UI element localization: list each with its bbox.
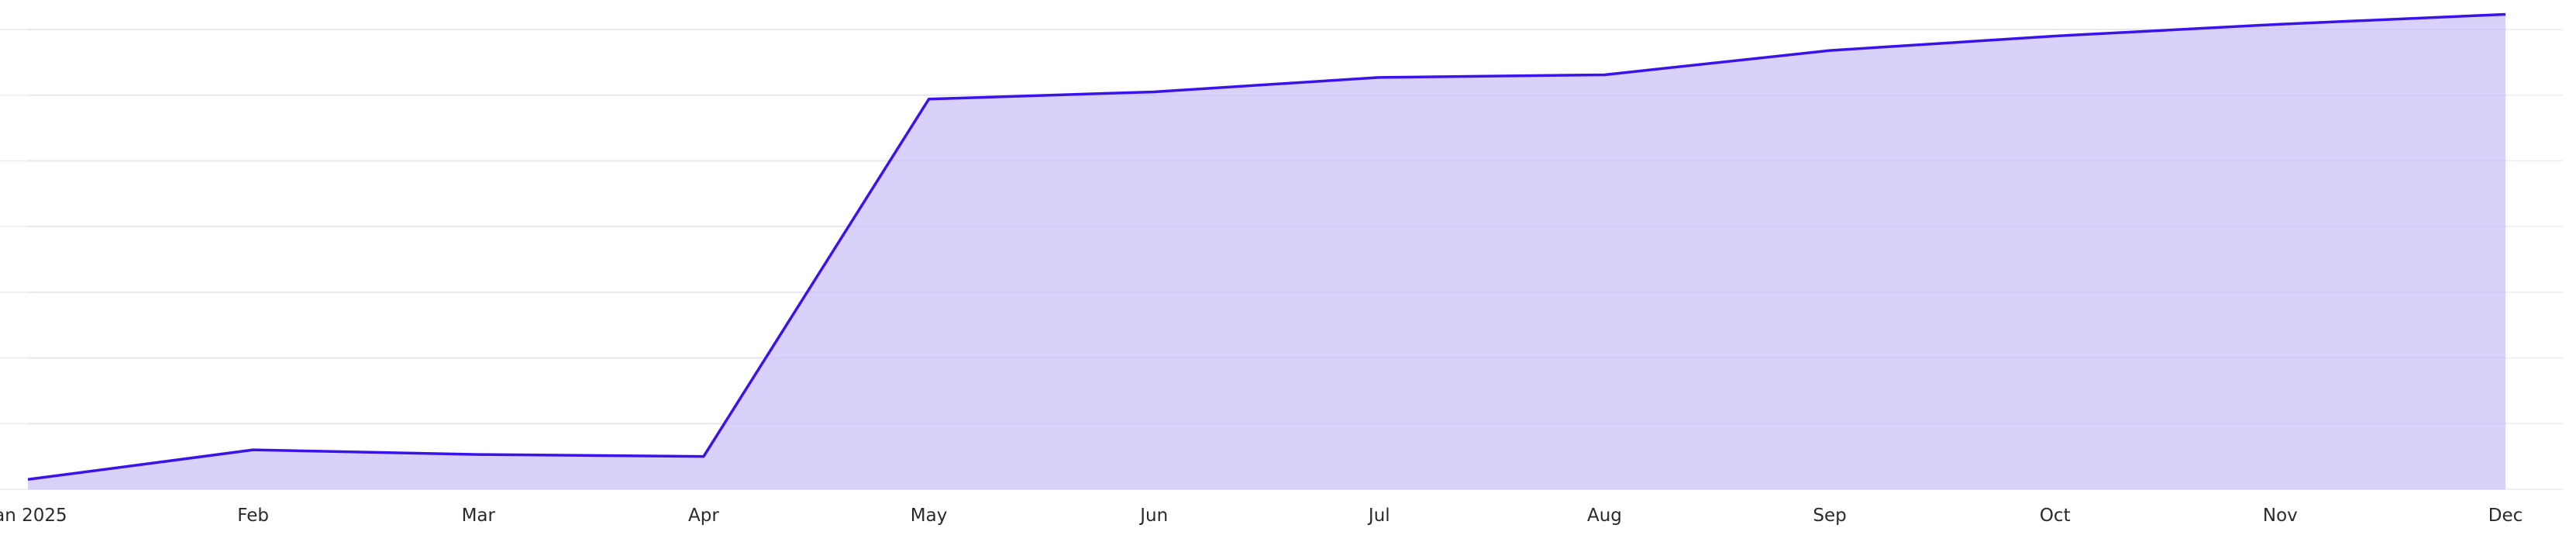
x-tick-label: May <box>911 506 948 526</box>
x-tick-label: Mar <box>462 506 496 526</box>
x-tick-label: Feb <box>237 506 269 526</box>
x-tick-label: Nov <box>2263 506 2298 526</box>
gridlines-overlay <box>28 29 2505 490</box>
x-axis-labels: Jan 2025 Feb Mar Apr May Jun Jul Aug Sep Oct Nov De… <box>0 506 2523 526</box>
x-tick-label: Apr <box>688 506 719 526</box>
x-tick-label: Jan 2025 <box>0 506 67 526</box>
x-tick-label: Oct <box>2040 506 2071 526</box>
x-tick-label: Jun <box>1138 506 1168 526</box>
area-fill <box>28 14 2505 490</box>
x-tick-label: Dec <box>2488 506 2523 526</box>
series-line <box>27 12 2506 482</box>
x-tick-label: Jul <box>1367 506 1390 526</box>
x-tick-label: Sep <box>1813 506 1846 526</box>
x-tick-label: Aug <box>1587 506 1622 526</box>
